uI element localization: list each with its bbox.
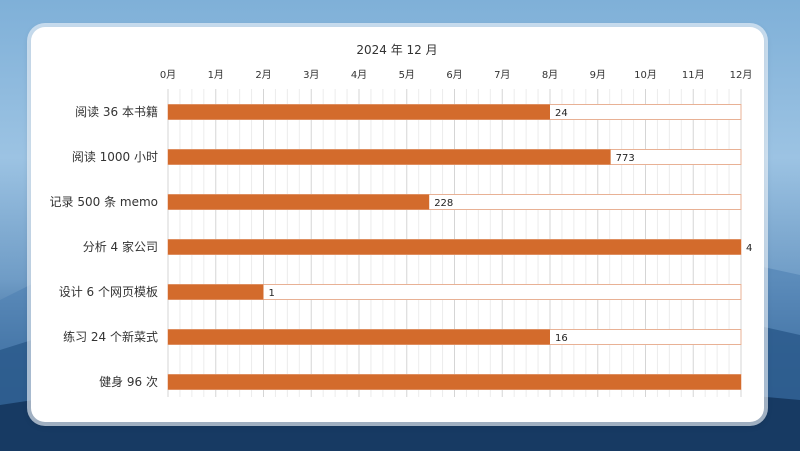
category-label: 设计 6 个网页模板 xyxy=(59,285,158,299)
category-label: 记录 500 条 memo xyxy=(50,195,158,209)
category-label: 分析 4 家公司 xyxy=(83,239,158,254)
category-label: 健身 96 次 xyxy=(99,374,158,389)
category-label: 练习 24 个新菜式 xyxy=(63,329,158,344)
bar-chart: 2024 年 12 月 0月 1月 2月 3月 4月 5月 6月 7月 8月 9月 10月 11月 12… xyxy=(50,43,753,397)
progress-bar xyxy=(168,284,264,300)
category-label: 阅读 36 本书籍 xyxy=(75,104,158,119)
x-tick-label: 4月 xyxy=(351,69,367,81)
progress-bar xyxy=(168,149,611,165)
x-tick-label: 7月 xyxy=(494,69,510,81)
x-tick-label: 3月 xyxy=(303,69,319,81)
x-tick-label: 8月 xyxy=(542,69,558,81)
progress-bar xyxy=(168,329,550,345)
progress-bar xyxy=(168,104,550,120)
x-tick-label: 10月 xyxy=(634,69,657,81)
x-tick-label: 9月 xyxy=(590,69,606,81)
x-tick-label: 5月 xyxy=(399,69,415,81)
x-tick-label: 12月 xyxy=(730,69,753,81)
progress-bar xyxy=(168,194,430,210)
progress-bar xyxy=(168,374,741,390)
value-label: 228 xyxy=(434,198,453,209)
category-label: 阅读 1000 小时 xyxy=(72,150,158,164)
x-tick-label: 11月 xyxy=(682,69,705,81)
x-tick-label: 6月 xyxy=(446,69,462,81)
x-tick-label: 2月 xyxy=(255,69,271,81)
chart-card: 2024 年 12 月 0月 1月 2月 3月 4月 5月 6月 7月 8月 9月 10月 11月 12… xyxy=(31,27,764,422)
value-label: 1 xyxy=(269,288,275,299)
value-label: 24 xyxy=(555,108,568,119)
x-tick-label: 0月 xyxy=(160,69,176,81)
value-label: 4 xyxy=(746,243,752,254)
value-label: 16 xyxy=(555,333,568,344)
x-tick-label: 1月 xyxy=(208,69,224,81)
progress-bar xyxy=(168,239,741,255)
chart-title: 2024 年 12 月 xyxy=(356,43,437,57)
value-label: 773 xyxy=(616,153,635,164)
